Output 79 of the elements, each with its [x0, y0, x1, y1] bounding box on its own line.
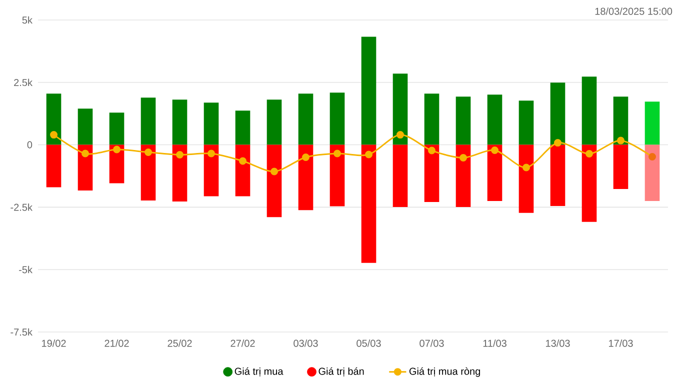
- point: [648, 153, 656, 161]
- x-tick-label: 03/03: [294, 340, 318, 347]
- bar: [235, 144, 250, 196]
- point: [82, 150, 90, 158]
- bar: [361, 36, 376, 145]
- x-tick-label: 27/02: [230, 340, 255, 347]
- bar: [613, 144, 628, 189]
- point: [491, 146, 498, 154]
- bar: [644, 144, 660, 201]
- bar: [487, 94, 502, 145]
- bar: [330, 92, 345, 145]
- legend-label: Giá trị mua: [234, 367, 284, 376]
- x-tick-label: 07/03: [420, 340, 444, 347]
- bar: [266, 100, 282, 145]
- x-tick-label: 05/03: [356, 340, 381, 347]
- bar: [235, 110, 250, 145]
- bar: [361, 144, 376, 263]
- point: [302, 154, 310, 162]
- y-tick-label: -7.5k: [10, 328, 32, 336]
- point: [144, 148, 152, 156]
- point: [176, 151, 184, 159]
- bar: [330, 144, 345, 206]
- y-tick-label: 0: [27, 141, 32, 148]
- x-tick-label: 11/03: [483, 340, 506, 347]
- bar: [550, 144, 566, 206]
- bar: [518, 100, 534, 145]
- point: [208, 150, 216, 158]
- bar: [172, 144, 188, 202]
- point: [522, 164, 530, 172]
- x-tick-label: 19/02: [42, 340, 66, 347]
- bar: [424, 144, 440, 202]
- point: [270, 168, 278, 176]
- x-tick-label: 13/03: [546, 340, 570, 347]
- bar: [487, 144, 502, 201]
- point: [334, 150, 342, 158]
- bar: [613, 96, 628, 145]
- y-tick-label: -5k: [19, 266, 32, 274]
- bar: [172, 100, 188, 145]
- point: [365, 150, 373, 158]
- bar: [582, 144, 597, 222]
- bar: [204, 144, 219, 196]
- bar: [644, 102, 660, 145]
- bar: [46, 94, 62, 145]
- point: [239, 157, 247, 165]
- point: [460, 154, 467, 162]
- bar: [140, 98, 156, 145]
- point: [50, 131, 58, 139]
- point: [396, 131, 404, 139]
- bar: [140, 144, 156, 200]
- bar: [204, 102, 219, 145]
- bar: [392, 144, 408, 207]
- text: 18/03/2025 15:00: [595, 8, 672, 15]
- bar: [518, 144, 534, 213]
- point: [113, 146, 121, 154]
- point: [617, 136, 624, 144]
- bar: [582, 76, 597, 145]
- y-tick-label: 5k: [22, 16, 32, 24]
- point: [428, 146, 436, 154]
- bar: [78, 144, 93, 190]
- legend-label: Giá trị bán: [318, 367, 364, 376]
- bar: [456, 96, 471, 145]
- x-tick-label: 25/02: [168, 340, 192, 347]
- bar: [550, 82, 566, 145]
- bar: [78, 108, 93, 145]
- bar: [456, 144, 471, 207]
- legend-label: Giá trị mua ròng: [409, 367, 480, 377]
- bar: [109, 112, 124, 145]
- bar: [298, 144, 314, 210]
- y-tick-label: 2.5k: [14, 78, 32, 86]
- x-tick-label: 21/02: [104, 340, 129, 347]
- point: [554, 139, 562, 147]
- point: [586, 150, 593, 158]
- y-tick-label: -2.5k: [10, 204, 32, 211]
- bar: [46, 144, 62, 188]
- bar: [392, 74, 408, 145]
- bar: [266, 144, 282, 218]
- bar: [424, 94, 440, 145]
- bar: [298, 94, 314, 145]
- x-tick-label: 17/03: [609, 340, 633, 347]
